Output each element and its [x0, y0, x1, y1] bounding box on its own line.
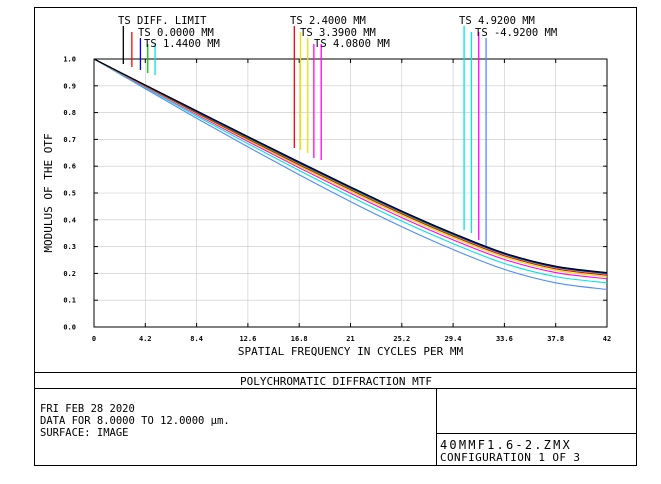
- plot-area: 0 4.2 8.4 12.6 16.8 21 25.2 29.4 33.6 37.8 42 0.0 0.…: [42, 15, 611, 358]
- info-surface: SURFACE: IMAGE: [40, 427, 129, 439]
- x-tick-label: 33.6: [496, 335, 513, 343]
- y-tick-label: 0.7: [63, 136, 76, 144]
- series-line: [93, 58, 608, 278]
- y-axis-label: MODULUS OF THE OTF: [42, 133, 55, 252]
- x-tick-label: 42: [603, 335, 611, 343]
- y-tick-label: 0.0: [63, 324, 76, 332]
- x-tick-label: 21: [346, 335, 354, 343]
- x-tick-label: 12.6: [239, 335, 256, 343]
- x-tick-label: 0: [92, 335, 96, 343]
- y-tick-label: 0.9: [63, 82, 76, 90]
- series-line: [93, 58, 608, 291]
- series-line: [93, 58, 608, 276]
- y-tick-label: 0.4: [63, 216, 76, 224]
- x-tick-label: 37.8: [547, 335, 564, 343]
- legend-label: TS 4.0800 MM: [314, 38, 390, 50]
- y-tick-label: 0.6: [63, 163, 76, 171]
- legend-label: TS 3.3900 MM: [300, 27, 376, 39]
- y-tick-label: 0.8: [63, 109, 76, 117]
- series-line: [93, 58, 608, 274]
- legend-label: TS -4.9200 MM: [475, 27, 557, 39]
- legend-label: TS 2.4000 MM: [290, 15, 366, 27]
- info-configuration: CONFIGURATION 1 OF 3: [440, 451, 580, 464]
- figure-border: [34, 7, 637, 466]
- info-data-range: DATA FOR 8.0000 TO 12.0000 μm.: [40, 415, 230, 427]
- chart-title: POLYCHROMATIC DIFFRACTION MTF: [240, 375, 432, 388]
- series-line: [93, 58, 608, 284]
- legend-label: TS DIFF. LIMIT: [118, 15, 207, 27]
- x-tick-label: 4.2: [139, 335, 152, 343]
- series-line: [93, 58, 608, 274]
- y-tick-label: 0.1: [63, 297, 76, 305]
- y-tick-label: 0.2: [63, 270, 76, 278]
- y-tick-label: 0.3: [63, 243, 76, 251]
- x-tick-label: 29.4: [445, 335, 462, 343]
- info-date: FRI FEB 28 2020: [40, 403, 135, 415]
- info-file: 40MMF1.6-2.ZMX: [440, 438, 572, 452]
- legend-label: TS 0.0000 MM: [138, 27, 214, 39]
- y-tick-label: 0.5: [63, 190, 76, 198]
- x-tick-label: 8.4: [190, 335, 203, 343]
- x-tick-label: 16.8: [291, 335, 308, 343]
- series-line: [93, 58, 608, 280]
- x-axis-label: SPATIAL FREQUENCY IN CYCLES PER MM: [238, 345, 464, 358]
- x-tick-label: 25.2: [393, 335, 410, 343]
- legend-label: TS 1.4400 MM: [144, 38, 220, 50]
- y-tick-label: 1.0: [63, 56, 76, 64]
- legend-label: TS 4.9200 MM: [459, 15, 535, 27]
